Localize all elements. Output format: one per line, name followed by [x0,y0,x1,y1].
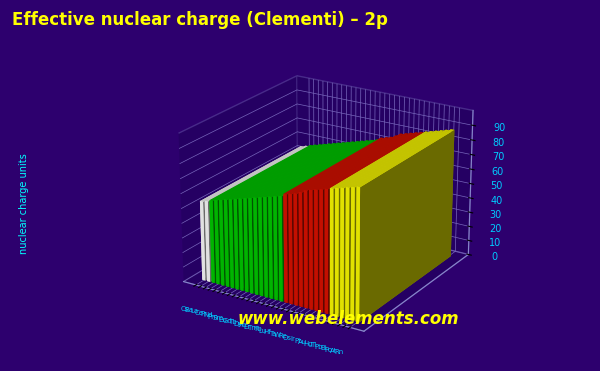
Text: Effective nuclear charge (Clementi) – 2p: Effective nuclear charge (Clementi) – 2p [12,11,388,29]
Text: nuclear charge units: nuclear charge units [19,154,29,255]
Text: www.webelements.com: www.webelements.com [237,310,459,328]
